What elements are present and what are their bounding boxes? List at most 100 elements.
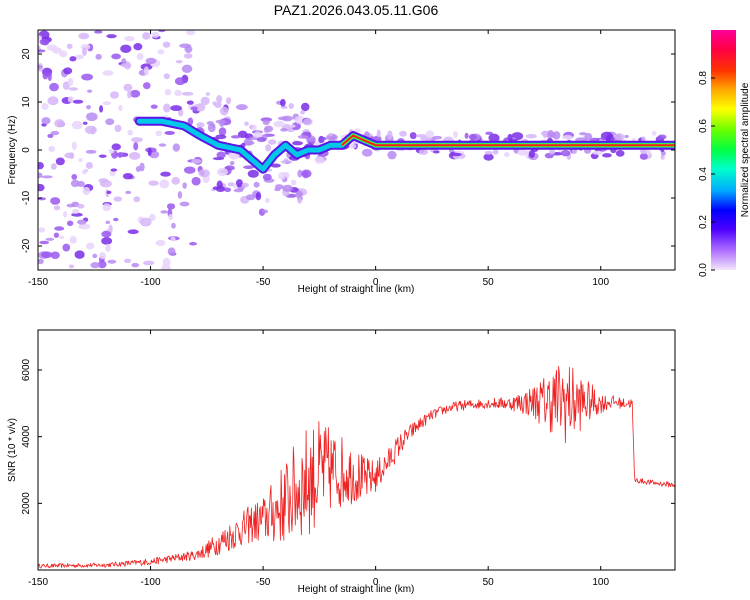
spectral-blob: [464, 132, 469, 139]
x-tick-label: 0: [373, 577, 379, 588]
y-tick-label: 0: [21, 147, 32, 153]
spectral-blob: [229, 161, 235, 166]
spectral-blob: [66, 220, 74, 227]
spectral-blob: [191, 158, 202, 164]
snr-series-line: [38, 365, 675, 569]
x-tick-label: 100: [592, 277, 609, 288]
spectral-blob: [639, 153, 648, 160]
spectral-blob: [212, 186, 219, 190]
spectral-blob: [120, 44, 132, 53]
spectral-blob: [50, 163, 57, 170]
spectrogram-x-ticks: -150 -100 -50 0 50 100: [28, 30, 610, 288]
spectral-blob: [133, 141, 139, 151]
spectral-blob: [41, 175, 53, 179]
spectral-blob: [575, 137, 588, 142]
snr-panel: -150 -100 -50 0 50 100 2000 4000 6000 Height of…: [7, 329, 676, 595]
spectral-blob: [66, 43, 73, 50]
spectral-blob: [280, 160, 293, 164]
spectral-blob: [182, 182, 187, 189]
spectral-blob: [85, 149, 97, 154]
x-tick-label: -100: [141, 277, 161, 288]
colorbar-tick-label: 0.2: [698, 215, 709, 229]
spectral-blob: [297, 135, 309, 139]
spectral-blob: [613, 133, 625, 141]
spectrogram-x-label: Height of straight line (km): [298, 284, 415, 295]
colorbar-tick-label: 0.4: [698, 167, 709, 181]
spectral-blob: [247, 169, 259, 178]
spectral-blob: [135, 166, 141, 173]
spectral-blob: [241, 182, 249, 188]
spectral-blob: [59, 235, 65, 240]
spectral-blob: [114, 124, 122, 133]
spectral-blob: [85, 161, 93, 170]
spectral-blob: [253, 131, 263, 139]
spectral-blob: [53, 205, 61, 211]
spectral-blob: [282, 171, 288, 177]
spectral-blob: [155, 130, 163, 137]
snr-x-ticks: -150 -100 -50 0 50 100: [28, 330, 610, 588]
spectral-blob: [85, 242, 95, 250]
spectral-blob: [265, 197, 270, 204]
x-tick-label: 0: [373, 277, 379, 288]
spectral-blob: [71, 141, 77, 151]
spectral-blob: [211, 123, 216, 128]
spectral-blob: [185, 30, 196, 36]
spectral-blob: [231, 135, 241, 139]
colorbar-gradient: [711, 30, 736, 270]
spectral-blob: [74, 54, 84, 60]
spectral-blob: [47, 72, 52, 81]
spectral-blob: [190, 106, 198, 111]
spectral-blob: [63, 67, 73, 75]
spectral-blob: [143, 66, 149, 76]
spectral-blob: [158, 30, 166, 33]
spectral-blob: [485, 131, 493, 136]
spectral-blob: [224, 165, 235, 171]
spectral-blob: [468, 133, 478, 141]
spectral-blob: [216, 151, 226, 159]
spectral-blob: [99, 252, 106, 260]
spectral-blob: [300, 110, 305, 115]
spectral-blob: [163, 73, 170, 80]
spectral-blob: [38, 172, 43, 179]
spectral-blob: [274, 184, 284, 190]
snr-y-ticks: 2000 4000 6000: [21, 358, 675, 514]
y-tick-label: -10: [21, 190, 32, 205]
spectral-blob: [432, 135, 443, 140]
spectral-blob: [215, 186, 226, 193]
x-tick-label: -150: [28, 277, 48, 288]
spectral-blob: [411, 133, 417, 139]
spectral-blob: [243, 138, 253, 146]
spectral-blob: [212, 101, 217, 106]
spectral-blob: [191, 176, 201, 186]
spectral-blob: [300, 102, 310, 112]
spectral-blob: [289, 124, 296, 128]
spectral-blob: [186, 100, 194, 105]
spectral-blob: [492, 149, 499, 155]
spectral-blob: [528, 149, 535, 159]
y-tick-label: 10: [21, 96, 32, 108]
spectral-blob: [76, 219, 87, 225]
spectral-blob: [295, 190, 303, 199]
x-tick-label: 50: [483, 577, 495, 588]
spectral-blob: [69, 235, 77, 244]
spectral-blob: [225, 97, 232, 105]
spectral-blob: [41, 102, 49, 110]
snr-frame: [37, 329, 676, 571]
spectral-blob: [67, 77, 74, 86]
spectral-blob: [162, 103, 171, 113]
spectral-blob: [561, 135, 574, 140]
spectral-blob: [94, 30, 103, 34]
spectral-blob: [219, 106, 229, 116]
spectral-blob: [181, 64, 193, 74]
spectral-blob: [76, 203, 85, 209]
spectral-blob: [127, 129, 134, 136]
spectral-blob: [602, 153, 612, 158]
spectral-blob: [87, 89, 93, 93]
spectral-blob: [98, 154, 107, 158]
colorbar-tick-label: 0.6: [698, 119, 709, 133]
spectral-blob: [205, 92, 210, 96]
spectral-blob: [314, 156, 325, 165]
colorbar-label: Normalized spectral amplitude: [740, 82, 750, 217]
x-tick-label: -50: [256, 577, 271, 588]
